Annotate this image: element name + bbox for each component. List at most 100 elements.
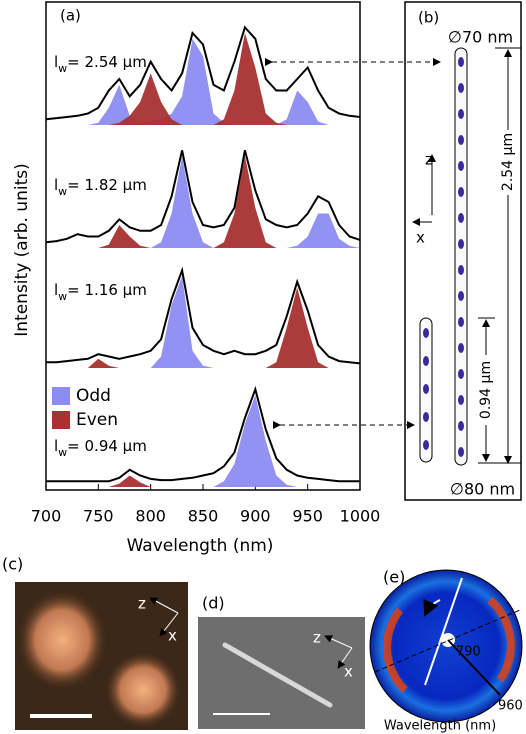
label-part: = 0.94 µm	[67, 437, 147, 455]
panel-d: (d) z x	[198, 594, 365, 729]
mode-dot	[423, 412, 429, 422]
mode-dot	[423, 384, 429, 394]
spectrum-line	[46, 385, 360, 483]
mode-dot	[458, 369, 464, 379]
nanowire	[222, 642, 333, 708]
axis-label: x	[344, 663, 353, 681]
mode-dot	[458, 83, 464, 93]
label-part: w	[58, 62, 67, 75]
mode-dot	[458, 57, 464, 67]
mode-dot	[458, 135, 464, 145]
length-label: 0.94 µm	[478, 361, 494, 419]
label-part: w	[58, 290, 67, 303]
x-tick-label: 1000	[340, 507, 381, 526]
mode-dot	[458, 447, 464, 457]
mode-pattern	[423, 57, 464, 457]
mode-dot	[458, 421, 464, 431]
mode-dot	[458, 265, 464, 275]
plot-frame	[45, 1, 361, 491]
fit-area	[46, 156, 360, 248]
diameter-label: ∅70 nm	[448, 28, 513, 47]
spectrum-line	[46, 266, 361, 365]
axis-label: Wavelength (nm)	[384, 719, 496, 734]
label-part: l	[54, 281, 58, 299]
axis-value: 790	[456, 645, 481, 660]
panel-label: (e)	[383, 568, 405, 587]
spectrum-line	[45, 25, 361, 121]
panel-a: (a) Wavelength (nm) Intensity (arb. unit…	[12, 1, 381, 556]
spectrum-label: lw= 1.16 µm	[54, 281, 147, 303]
legend-label: Even	[76, 410, 118, 430]
label-part: w	[58, 185, 67, 198]
label-part: = 2.54 µm	[67, 53, 147, 71]
axis-line	[424, 577, 463, 686]
mode-dot	[423, 440, 429, 450]
nanowire	[454, 47, 468, 466]
panel-e: (e) 790 960 Wavelength (nm)	[369, 568, 523, 734]
x-tick-label: 900	[240, 507, 271, 526]
axis-arrow	[159, 612, 179, 637]
label-part: l	[54, 176, 58, 194]
spectrum-line	[45, 150, 361, 244]
panel-label: (c)	[2, 555, 23, 574]
label-part: l	[54, 53, 58, 71]
label-part: w	[58, 446, 67, 459]
rotation-arrow	[423, 598, 441, 617]
spectrum-label: lw= 0.94 µm	[54, 437, 147, 459]
x-tick-label: 800	[135, 507, 166, 526]
label-part: = 1.82 µm	[67, 176, 147, 194]
fit-area	[46, 287, 360, 368]
mode-dot	[458, 343, 464, 353]
axis-arrow	[337, 647, 353, 669]
mode-dot	[458, 213, 464, 223]
mode-dot	[458, 161, 464, 171]
mode-dot	[423, 356, 429, 366]
x-axis-label: Wavelength (nm)	[127, 536, 274, 556]
axis-label: x	[168, 627, 177, 645]
mode-dot	[458, 187, 464, 197]
fit-area	[46, 475, 360, 487]
spectrum-label: lw= 1.82 µm	[54, 176, 147, 198]
mode-dot	[458, 239, 464, 249]
mode-dot	[458, 109, 464, 119]
label-part: = 1.16 µm	[67, 281, 147, 299]
panel-frame	[404, 1, 522, 501]
x-tick-label: 950	[292, 507, 323, 526]
axis-arrow	[149, 597, 179, 614]
x-tick-label: 700	[31, 507, 62, 526]
y-axis-label: Intensity (arb. units)	[12, 163, 32, 336]
axis-label: z	[138, 595, 146, 613]
emission-arc	[487, 596, 515, 683]
axis-label: z	[425, 151, 433, 169]
emission-arc	[383, 607, 408, 693]
sem-image	[198, 617, 365, 729]
legend-label: Odd	[76, 386, 111, 406]
mode-dot	[423, 328, 429, 338]
panel-b: (b) ∅70 nm ∅80 nm z x 2.54 µm 0.94 µm	[404, 1, 522, 501]
length-label: 2.54 µm	[500, 133, 516, 191]
mode-dot	[458, 291, 464, 301]
axis-value: 960	[498, 699, 523, 714]
axis-label: x	[416, 229, 425, 247]
axis-line	[447, 639, 501, 696]
panel-label: (a)	[60, 7, 81, 25]
x-tick-label: 750	[83, 507, 114, 526]
legend-swatch	[52, 387, 70, 405]
axis-label: z	[313, 629, 321, 647]
label-part: l	[54, 437, 58, 455]
x-tick-label: 850	[188, 507, 219, 526]
diameter-label: ∅80 nm	[450, 480, 515, 499]
axis-line	[374, 609, 521, 673]
mode-dot	[458, 395, 464, 405]
panel-label: (d)	[202, 594, 225, 613]
emission-spot	[105, 652, 181, 728]
mode-dot	[458, 317, 464, 327]
legend-swatch	[52, 411, 70, 429]
axis-arrow	[324, 635, 353, 649]
spectrum-label: lw= 2.54 µm	[54, 53, 147, 75]
emission-spot	[17, 590, 107, 690]
fit-area	[46, 38, 360, 125]
panel-label: (b)	[418, 9, 439, 27]
panel-c: (c) z x	[2, 555, 188, 730]
